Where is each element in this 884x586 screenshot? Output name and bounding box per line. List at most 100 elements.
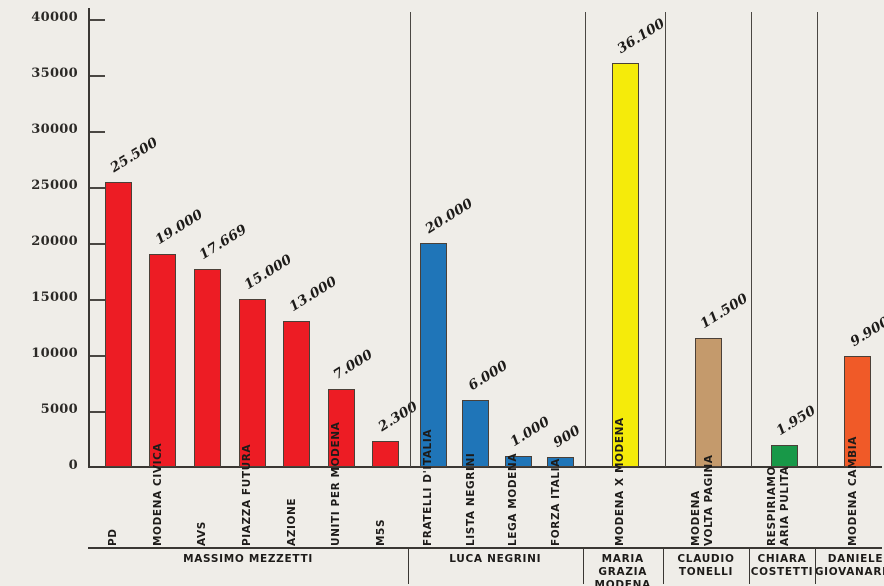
bar-value-label: 13.000 bbox=[286, 273, 340, 316]
y-axis-tick-label: 15000 bbox=[31, 290, 78, 306]
bar-rect[interactable] bbox=[504, 455, 532, 467]
bar-rect[interactable] bbox=[193, 269, 221, 467]
category-label: AZIONE bbox=[285, 497, 298, 546]
category-label: LISTA NEGRINI bbox=[464, 452, 477, 546]
y-axis-tick-label: 40000 bbox=[31, 10, 78, 26]
bar-rect[interactable] bbox=[104, 181, 132, 467]
y-axis-tick-mark bbox=[90, 299, 105, 301]
bar-value-label: 7.000 bbox=[330, 346, 376, 383]
category-label: FRATELLI D'ITALIA bbox=[422, 428, 435, 546]
candidate-name: DANIELEGIOVANARDI bbox=[814, 553, 884, 578]
category-label: VOLTA PAGINA bbox=[703, 454, 715, 546]
candidate-name: LUCA NEGRINI bbox=[449, 553, 542, 565]
y-axis-tick-label: 35000 bbox=[31, 66, 78, 82]
category-label: PD bbox=[107, 528, 120, 546]
bar-value-label: 6.000 bbox=[465, 357, 511, 394]
candidate-cell[interactable]: MASSIMO MEZZETTI bbox=[88, 548, 408, 584]
bar-rect[interactable] bbox=[694, 338, 722, 467]
y-axis-tick-label: 20000 bbox=[31, 234, 78, 250]
candidate-band-divider bbox=[749, 547, 751, 584]
candidate-band-top-rule bbox=[88, 547, 882, 549]
bar-column[interactable]: 15.000 bbox=[238, 239, 295, 467]
bar-column[interactable]: 900 bbox=[547, 397, 583, 467]
bar-rect[interactable] bbox=[547, 456, 575, 467]
group-divider-line bbox=[410, 12, 412, 467]
bar-rect[interactable] bbox=[770, 445, 798, 467]
bar-rect[interactable] bbox=[283, 321, 311, 467]
bar-rect[interactable] bbox=[611, 62, 639, 467]
bar-column[interactable]: 6.000 bbox=[462, 340, 510, 467]
bar-column[interactable]: 9.900 bbox=[844, 296, 884, 467]
candidate-band-divider bbox=[815, 547, 817, 584]
y-axis-tick-mark bbox=[90, 131, 105, 133]
candidate-cell[interactable]: DANIELEGIOVANARDI bbox=[815, 548, 884, 584]
bar-value-label: 11.500 bbox=[697, 290, 751, 333]
bar-column[interactable]: 13.000 bbox=[283, 261, 339, 467]
bar-value-label: 9.900 bbox=[847, 313, 884, 351]
category-label: MODENA X MODENA bbox=[614, 417, 626, 546]
category-label: ARIA PULITA bbox=[779, 466, 791, 546]
candidate-name: MASSIMO MEZZETTI bbox=[183, 553, 313, 565]
bar-value-label: 36.100 bbox=[614, 15, 668, 57]
bar-rect[interactable] bbox=[327, 388, 355, 467]
y-axis-tick-mark bbox=[90, 243, 105, 245]
bar-rect[interactable] bbox=[419, 243, 447, 467]
bar-rect[interactable] bbox=[372, 441, 400, 467]
candidate-name: CLAUDIO TONELLI bbox=[677, 553, 735, 578]
y-axis-tick-mark bbox=[90, 75, 105, 77]
bar-column[interactable]: 36.100 bbox=[611, 3, 668, 467]
candidate-band-divider bbox=[663, 547, 665, 584]
category-label: LEGA MODENA bbox=[507, 452, 520, 546]
bar-column[interactable]: 25.500 bbox=[104, 122, 161, 467]
candidate-cell[interactable]: CLAUDIO TONELLI bbox=[663, 548, 749, 584]
bar-rect[interactable] bbox=[462, 399, 490, 467]
candidate-band-divider bbox=[408, 547, 410, 584]
category-label: UNITI PER MODENA bbox=[330, 421, 343, 546]
bar-column[interactable]: 17.669 bbox=[193, 209, 250, 467]
category-label: PIAZZA FUTURA bbox=[241, 443, 253, 546]
y-axis-tick-label: 25000 bbox=[31, 178, 78, 194]
category-label-band: PD MODENA CIVICA AVS PIAZZA FUTURA AZIONE UNI… bbox=[88, 417, 882, 548]
bar-value-label: 1.950 bbox=[773, 402, 819, 440]
category-label: FORZA ITALIA bbox=[549, 458, 562, 546]
bar-rect[interactable] bbox=[238, 299, 266, 467]
category-label: AVS bbox=[196, 521, 209, 546]
bar-value-label: 25.500 bbox=[107, 133, 162, 176]
y-axis-tick-mark bbox=[90, 19, 105, 21]
x-axis-baseline bbox=[88, 466, 882, 468]
bar-rect[interactable] bbox=[844, 356, 871, 467]
bar-value-label: 1.000 bbox=[507, 413, 553, 450]
candidate-cell[interactable]: MARIA GRAZIA MODENA bbox=[583, 548, 664, 586]
bar-column[interactable]: 19.000 bbox=[149, 194, 206, 467]
candidate-band-divider bbox=[582, 547, 584, 584]
y-axis-tick-label: 0 bbox=[68, 458, 78, 473]
candidate-group-band: MASSIMO MEZZETTI LUCA NEGRINI MARIA GRAZIA… bbox=[88, 548, 884, 586]
bar-column[interactable]: 1.000 bbox=[504, 396, 553, 467]
bar-rect[interactable] bbox=[149, 254, 177, 467]
group-divider-line bbox=[584, 12, 586, 467]
category-label: MODENA CAMBIA bbox=[846, 436, 859, 546]
group-divider-line bbox=[751, 12, 753, 467]
bar-column[interactable]: 7.000 bbox=[327, 329, 376, 467]
category-label: M5S bbox=[374, 518, 387, 546]
group-divider-line bbox=[817, 12, 819, 467]
category-label: MODENA bbox=[690, 490, 702, 546]
y-axis-line bbox=[88, 8, 90, 467]
y-axis-tick-label: 30000 bbox=[31, 122, 78, 138]
bar-column[interactable]: 2.300 bbox=[372, 381, 420, 467]
candidate-name: MARIA GRAZIA MODENA bbox=[594, 553, 651, 586]
bar-column[interactable]: 1.950 bbox=[770, 385, 819, 467]
y-axis-tick-label: 5000 bbox=[40, 402, 78, 418]
candidate-name: CHIARA COSTETTI bbox=[750, 553, 814, 578]
bar-value-label: 20.000 bbox=[422, 195, 477, 238]
y-axis-tick-label: 10000 bbox=[31, 346, 78, 362]
category-label: MODENA CIVICA bbox=[151, 442, 164, 546]
y-axis-tick-mark bbox=[90, 187, 105, 189]
category-label: RESPIRIAMO bbox=[766, 466, 778, 546]
bar-column[interactable]: 11.500 bbox=[694, 278, 751, 467]
candidate-cell[interactable]: LUCA NEGRINI bbox=[408, 548, 583, 584]
bar-column[interactable]: 20.000 bbox=[419, 183, 476, 467]
group-divider-line bbox=[665, 12, 667, 467]
candidate-cell[interactable]: CHIARA COSTETTI bbox=[749, 548, 815, 584]
